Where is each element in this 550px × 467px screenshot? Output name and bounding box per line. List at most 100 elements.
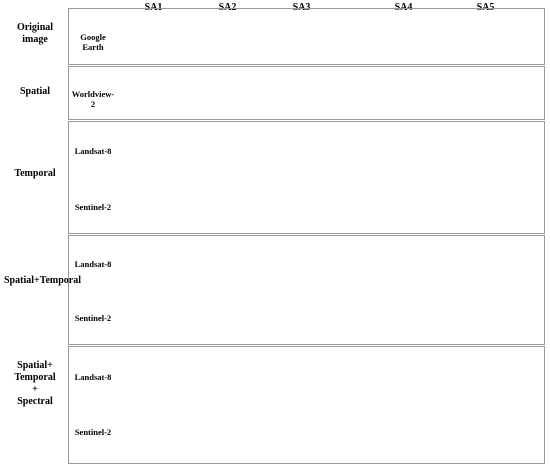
classification-map — [191, 405, 264, 459]
column-header-sa3: SA3 — [292, 2, 311, 13]
image-cell-sa2 — [191, 12, 264, 61]
classification-map — [265, 124, 338, 177]
satellite-photo — [367, 12, 440, 61]
image-cell-sa5 — [449, 350, 522, 403]
classification-map — [449, 292, 522, 344]
image-cell-sa2 — [191, 405, 264, 459]
classification-map — [265, 238, 338, 290]
classification-map — [265, 405, 338, 459]
image-cell-sa1 — [117, 238, 190, 290]
image-cell-sa1 — [117, 124, 190, 177]
classification-map — [449, 124, 522, 177]
image-cell-sa4 — [367, 69, 440, 118]
image-cell-sa5 — [449, 124, 522, 177]
classification-map — [265, 69, 338, 118]
image-cell-sa3 — [265, 180, 338, 233]
column-header-sa5: SA5 — [476, 2, 495, 13]
image-cell-sa5 — [449, 238, 522, 290]
image-cell-sa3 — [265, 405, 338, 459]
classification-map — [449, 350, 522, 403]
image-cell-sa5 — [449, 12, 522, 61]
classification-map — [117, 405, 190, 459]
image-cell-sa1 — [117, 180, 190, 233]
image-cell-sa4 — [367, 180, 440, 233]
classification-map — [117, 180, 190, 233]
column-header-sa4: SA4 — [394, 2, 413, 13]
image-cell-sa3 — [265, 350, 338, 403]
classification-map — [367, 405, 440, 459]
group-box — [68, 8, 545, 65]
image-cell-sa1 — [117, 292, 190, 344]
image-cell-sa5 — [449, 292, 522, 344]
image-cell-sa2 — [191, 238, 264, 290]
image-cell-sa1 — [117, 350, 190, 403]
group-box — [68, 121, 545, 234]
column-header-sa2: SA2 — [218, 2, 237, 13]
row-label: Sentinel-2 — [74, 201, 112, 212]
image-cell-sa3 — [265, 124, 338, 177]
row-label: Google Earth — [80, 31, 106, 52]
classification-map — [265, 292, 338, 344]
classification-map — [117, 292, 190, 344]
classification-map — [191, 238, 264, 290]
image-cell-sa1 — [117, 405, 190, 459]
classification-map — [449, 69, 522, 118]
image-cell-sa4 — [367, 405, 440, 459]
satellite-photo — [191, 12, 264, 61]
group-label: Spatial+ Temporal + Spectral — [14, 360, 56, 407]
classification-map — [191, 124, 264, 177]
classification-map — [117, 350, 190, 403]
image-cell-sa3 — [265, 238, 338, 290]
row-label: Landsat-8 — [74, 259, 112, 269]
classification-map — [367, 238, 440, 290]
image-cell-sa2 — [191, 124, 264, 177]
image-cell-sa4 — [367, 292, 440, 344]
group-label: Original image — [16, 22, 54, 45]
group-box — [68, 346, 545, 464]
image-cell-sa3 — [265, 12, 338, 61]
image-cell-sa2 — [191, 180, 264, 233]
classification-map — [191, 69, 264, 118]
image-cell-sa4 — [367, 238, 440, 290]
classification-map — [117, 124, 190, 177]
image-cell-sa3 — [265, 292, 338, 344]
classification-map — [191, 292, 264, 344]
image-cell-sa4 — [367, 124, 440, 177]
group-box — [68, 66, 545, 120]
classification-map — [265, 180, 338, 233]
classification-map — [367, 124, 440, 177]
classification-map — [367, 69, 440, 118]
image-cell-sa3 — [265, 69, 338, 118]
row-label: Landsat-8 — [74, 145, 112, 156]
classification-map — [367, 350, 440, 403]
image-cell-sa2 — [191, 292, 264, 344]
satellite-photo — [265, 12, 338, 61]
classification-map — [367, 180, 440, 233]
row-label: Worldview-2 — [71, 88, 115, 109]
group-box — [68, 235, 545, 345]
classification-map — [191, 350, 264, 403]
classification-map — [117, 69, 190, 118]
group-label: Spatial — [19, 86, 50, 97]
group-label: Spatial+Temporal — [4, 275, 82, 286]
row-label: Sentinel-2 — [74, 427, 112, 437]
image-cell-sa5 — [449, 405, 522, 459]
classification-map — [449, 238, 522, 290]
classification-map — [449, 180, 522, 233]
image-cell-sa5 — [449, 69, 522, 118]
column-header-sa1: SA1 — [144, 2, 163, 13]
image-cell-sa4 — [367, 12, 440, 61]
image-cell-sa2 — [191, 69, 264, 118]
image-cell-sa1 — [117, 69, 190, 118]
row-label: Landsat-8 — [74, 371, 112, 382]
image-cell-sa1 — [117, 12, 190, 61]
satellite-photo — [449, 12, 522, 61]
classification-map — [191, 180, 264, 233]
image-cell-sa2 — [191, 350, 264, 403]
group-label: Temporal — [14, 168, 56, 179]
row-label: Sentinel-2 — [74, 313, 112, 323]
classification-map — [449, 405, 522, 459]
classification-map — [367, 292, 440, 344]
classification-map — [265, 350, 338, 403]
image-cell-sa4 — [367, 350, 440, 403]
